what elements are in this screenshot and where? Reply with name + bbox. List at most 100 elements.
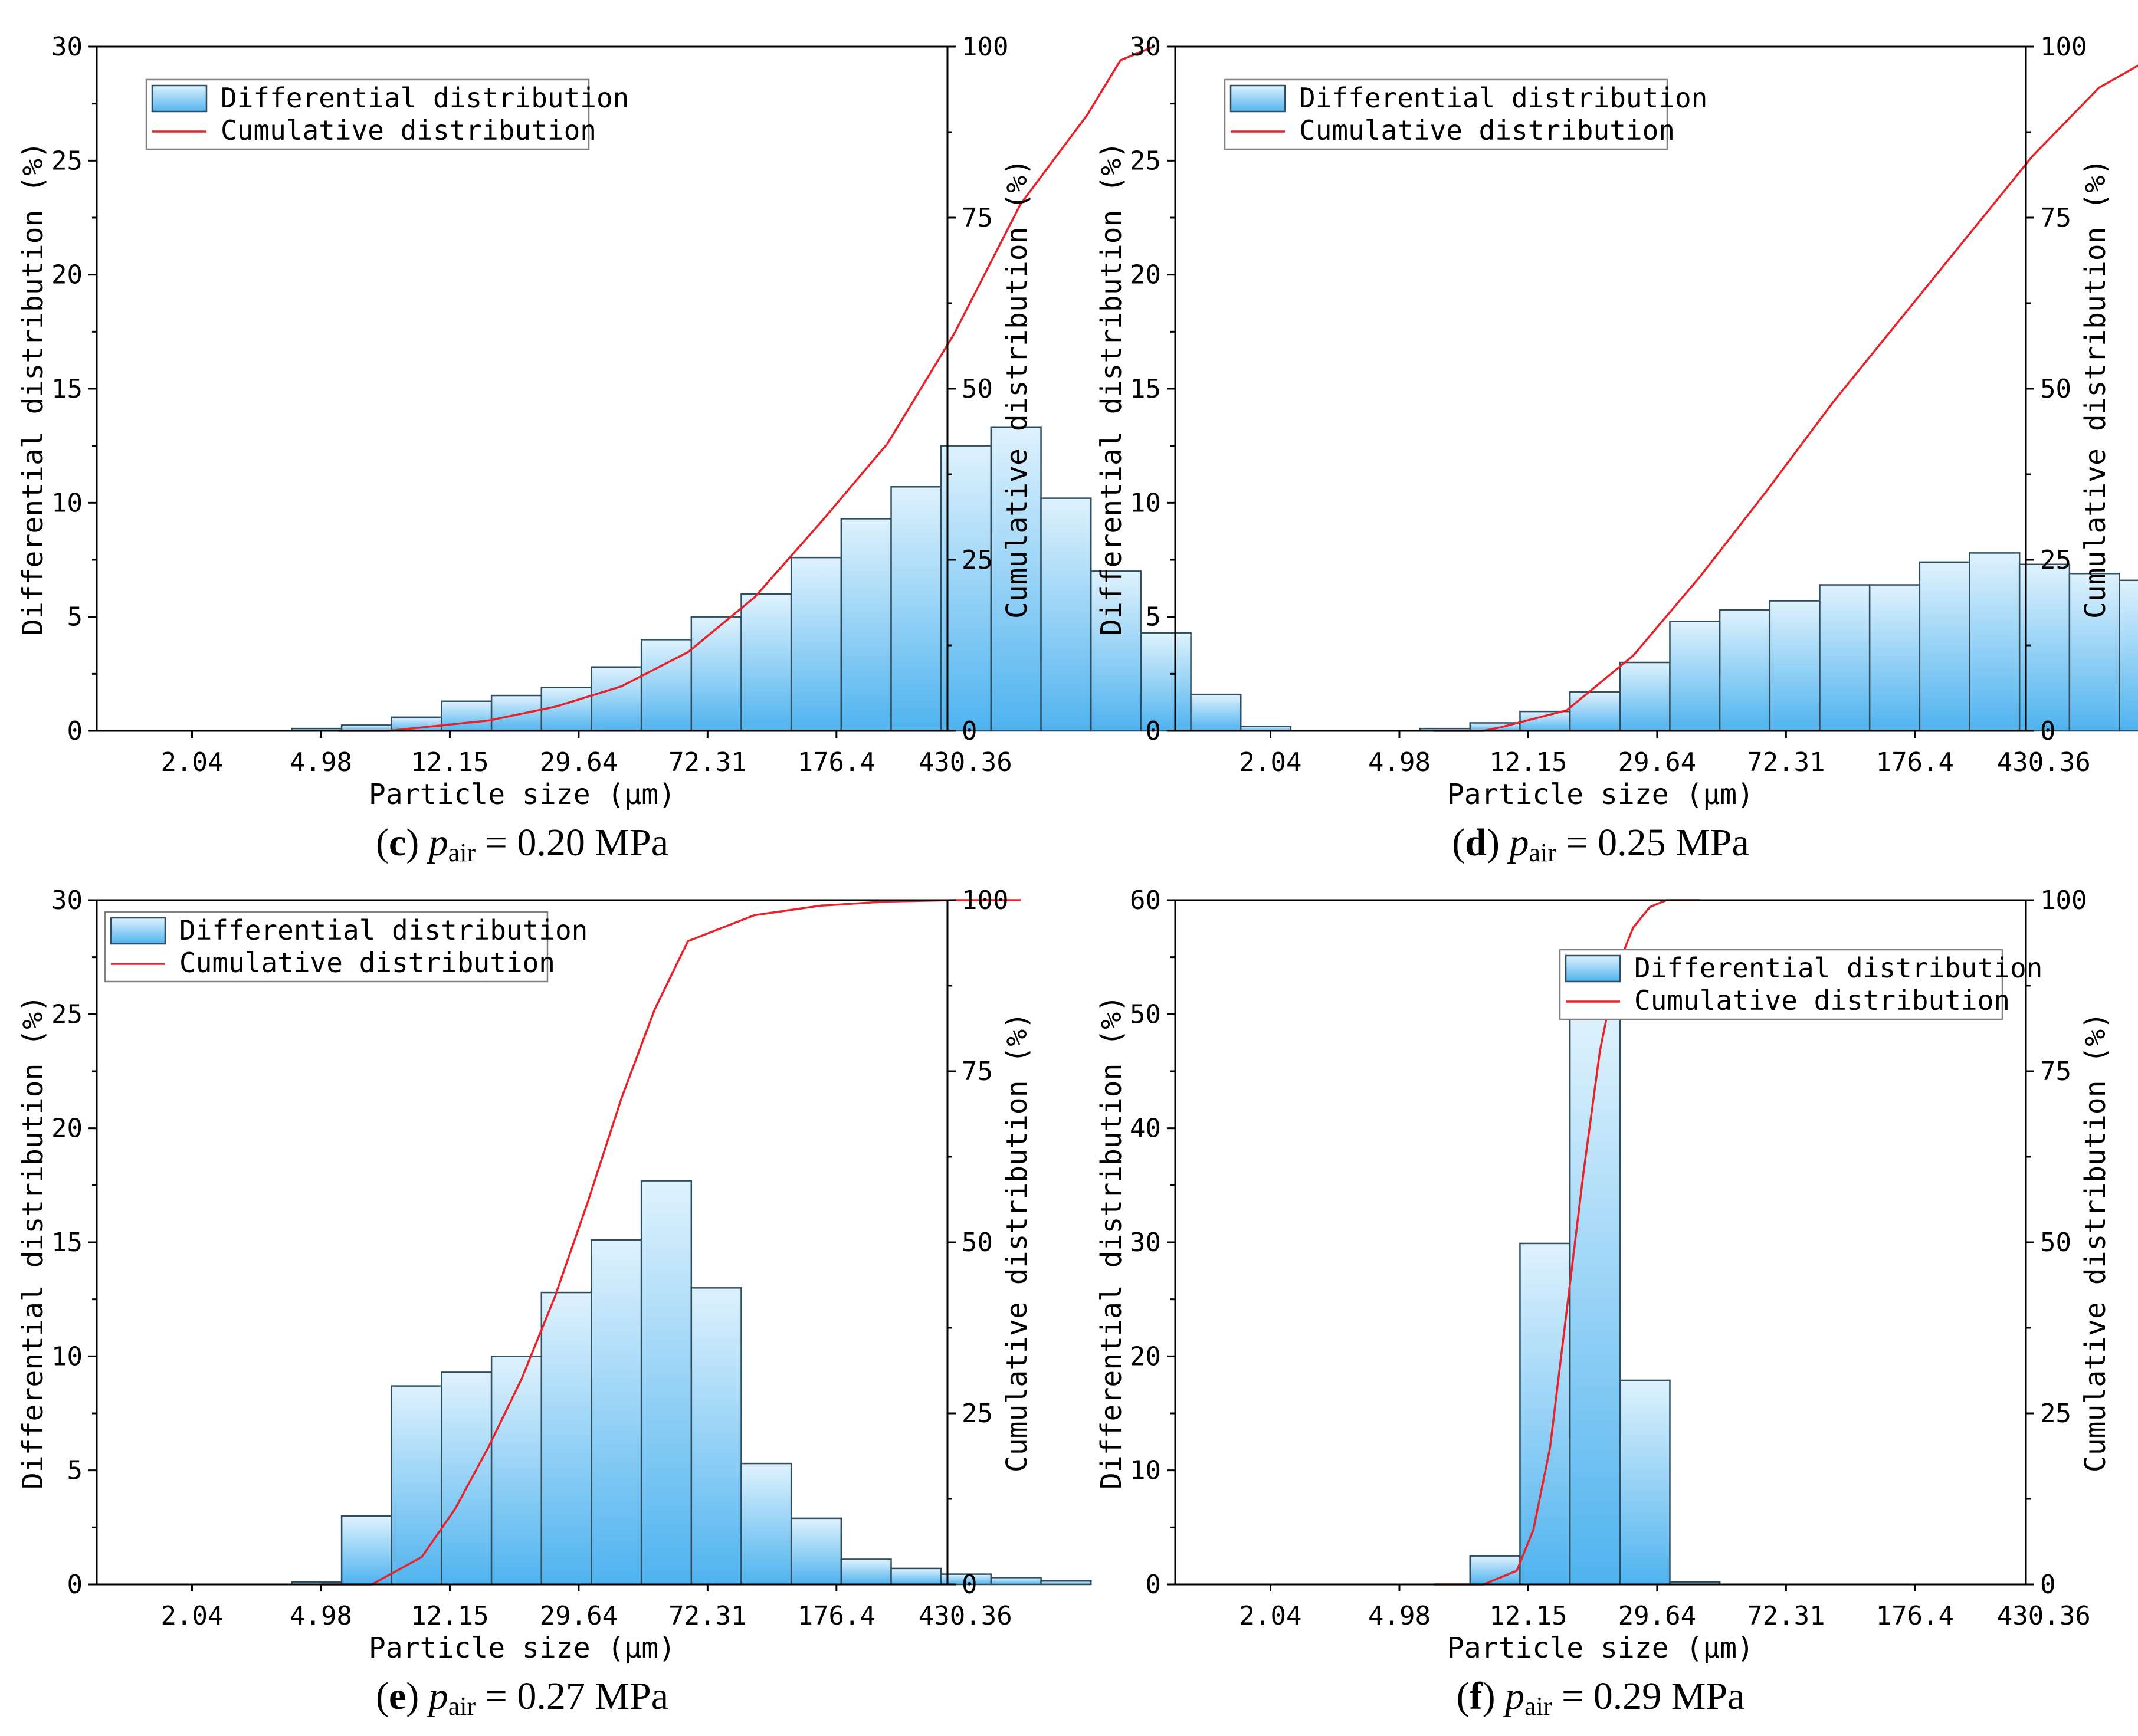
left-tick-label: 5 [67, 602, 83, 632]
left-tick-label: 5 [67, 1456, 83, 1486]
legend-swatch-differential [1565, 954, 1621, 983]
legend-label-cumulative: Cumulative distribution [179, 947, 555, 979]
right-tick-label: 50 [2040, 1228, 2071, 1258]
histogram-bar [740, 593, 792, 732]
legend-swatch-differential [110, 917, 166, 945]
left-tick-label: 5 [1146, 602, 1162, 632]
caption-letter: d [1465, 821, 1487, 864]
x-axis-title: Particle size (μm) [1447, 1632, 1754, 1665]
left-tick-label: 50 [1130, 999, 1161, 1029]
caption-value: = 0.27 MPa [476, 1675, 668, 1718]
legend-label-differential: Differential distribution [221, 82, 629, 114]
caption-symbol: p [1507, 821, 1529, 864]
legend-label-differential: Differential distribution [1299, 82, 1707, 114]
legend-swatch-differential [151, 84, 208, 113]
legend-box [1224, 78, 1668, 150]
panel-caption: (d) pair = 0.25 MPa [1452, 821, 1749, 867]
bottom-tick-label: 4.98 [290, 747, 352, 777]
histogram-bar [2068, 572, 2120, 732]
caption-letter: c [389, 821, 406, 864]
left-tick-label: 10 [51, 488, 83, 518]
caption-value: = 0.25 MPa [1556, 821, 1749, 864]
histogram-bar [2119, 579, 2138, 732]
left-tick-label: 20 [51, 260, 83, 290]
left-tick-label: 30 [1130, 1228, 1161, 1258]
histogram-bar [1719, 609, 1771, 732]
histogram-bar [441, 700, 493, 732]
histogram-bar [990, 426, 1042, 732]
histogram-bar [1090, 570, 1142, 732]
cumulative-line [338, 45, 1155, 732]
caption-open-paren: ( [1452, 821, 1465, 864]
histogram-bar [790, 1517, 842, 1586]
histogram-bar [990, 1577, 1042, 1586]
histogram-bar [890, 486, 942, 732]
bottom-tick-label: 176.4 [1876, 1601, 1954, 1631]
histogram-bar [1190, 693, 1242, 732]
caption-letter: e [389, 1675, 406, 1718]
histogram-bar [391, 1385, 442, 1586]
caption-value: = 0.20 MPa [476, 821, 668, 864]
caption-open-paren: ( [376, 1675, 389, 1718]
caption-open-paren: ( [376, 821, 389, 864]
histogram-bar [340, 1515, 393, 1586]
right-axis-title: Cumulative distribution (%) [1001, 159, 1034, 619]
caption-close-paren: ) [406, 1675, 428, 1718]
x-axis-title: Particle size (μm) [369, 1632, 675, 1665]
left-axis-title: Differential distribution (%) [17, 142, 50, 636]
bottom-tick-label: 176.4 [798, 1601, 875, 1631]
histogram-bar [1040, 1580, 1092, 1586]
bottom-tick-label: 2.04 [1239, 747, 1302, 777]
left-tick-label: 10 [1130, 488, 1161, 518]
cumulative-line [1434, 899, 1700, 1586]
legend-swatch-differential [1229, 84, 1286, 113]
right-tick-label: 50 [2040, 374, 2071, 404]
bottom-tick-label: 29.64 [1618, 747, 1696, 777]
histogram-bar [1569, 691, 1621, 732]
right-tick-label: 25 [2040, 545, 2071, 575]
left-axis-title: Differential distribution (%) [1095, 995, 1128, 1489]
histogram-bar [840, 1558, 892, 1586]
right-tick-label: 100 [962, 885, 1008, 915]
right-tick-label: 25 [962, 545, 993, 575]
panel-caption: (f) pair = 0.29 MPa [1457, 1675, 1745, 1721]
histogram-bar [1619, 1379, 1671, 1586]
right-tick-label: 0 [962, 1570, 978, 1600]
right-tick-label: 25 [2040, 1399, 2071, 1429]
legend-label-differential: Differential distribution [179, 914, 588, 946]
bottom-tick-label: 12.15 [1489, 747, 1567, 777]
caption-open-paren: ( [1457, 1675, 1470, 1718]
left-tick-label: 0 [67, 1570, 83, 1600]
left-tick-label: 20 [51, 1114, 83, 1144]
histogram-bar [1140, 632, 1192, 732]
bottom-tick-label: 176.4 [1876, 747, 1954, 777]
left-tick-label: 0 [67, 716, 83, 746]
histogram-bar [1619, 661, 1671, 732]
bottom-tick-label: 72.31 [668, 747, 746, 777]
left-tick-label: 60 [1130, 885, 1161, 915]
histogram-bar [1669, 621, 1721, 732]
legend-label-differential: Differential distribution [1634, 952, 2042, 984]
bottom-tick-label: 12.15 [1489, 1601, 1567, 1631]
histogram-bar [1969, 552, 2021, 732]
histogram-bar [940, 445, 992, 732]
left-tick-label: 15 [51, 374, 83, 404]
caption-close-paren: ) [1483, 1675, 1505, 1718]
left-tick-label: 10 [51, 1341, 83, 1371]
left-tick-label: 15 [1130, 374, 1161, 404]
right-axis-title: Cumulative distribution (%) [1001, 1012, 1034, 1472]
left-tick-label: 25 [51, 146, 83, 176]
left-tick-label: 20 [1130, 1341, 1161, 1371]
bottom-tick-label: 72.31 [1747, 747, 1825, 777]
histogram-bar [1040, 497, 1092, 732]
panel-caption: (e) pair = 0.27 MPa [376, 1675, 668, 1721]
left-tick-label: 15 [51, 1228, 83, 1258]
cumulative-line [322, 899, 1021, 1586]
histogram-bar [591, 666, 642, 732]
bottom-tick-label: 72.31 [668, 1601, 746, 1631]
